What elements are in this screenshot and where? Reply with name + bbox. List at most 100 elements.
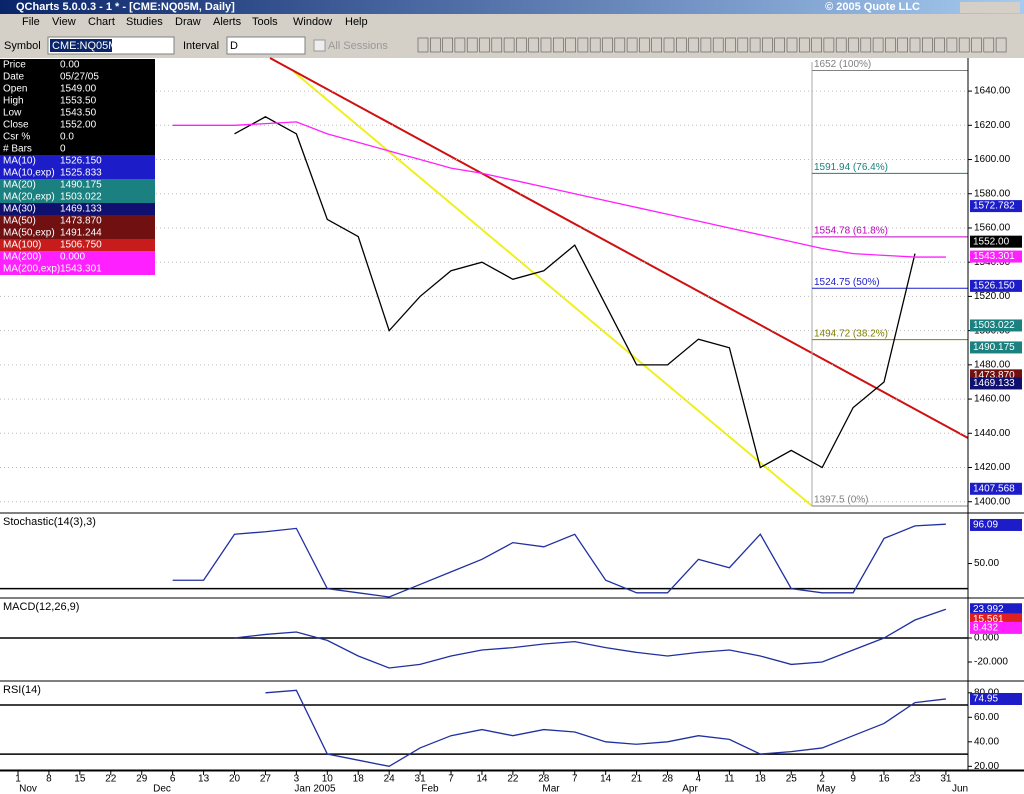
month-label: Nov: [19, 784, 37, 794]
tool-button[interactable]: [786, 37, 798, 53]
x-tick-label: 22: [105, 774, 117, 785]
tool-button[interactable]: [909, 37, 921, 53]
tool-button[interactable]: [983, 37, 995, 53]
month-label: Mar: [542, 784, 560, 794]
price-tag: [970, 250, 1022, 263]
y-tick-label: 1440.00: [974, 428, 1011, 439]
data-label: Low: [3, 108, 22, 119]
tool-button[interactable]: [442, 37, 453, 53]
tool-button[interactable]: [651, 37, 663, 53]
x-tick-label: 18: [755, 774, 767, 785]
month-label: Dec: [153, 784, 171, 794]
month-label: Jun: [952, 784, 968, 794]
fib-label: 1397.5 (0%): [814, 495, 868, 506]
price-tag-label: 96.09: [973, 520, 998, 531]
tool-button[interactable]: [479, 37, 490, 53]
tool-button[interactable]: [885, 37, 896, 53]
tool-button[interactable]: [466, 37, 478, 53]
tool-button[interactable]: [503, 37, 515, 53]
series-line: [234, 608, 947, 669]
tool-button[interactable]: [737, 37, 749, 53]
tool-button[interactable]: [934, 37, 945, 53]
price-tag-label: 1490.175: [973, 342, 1015, 353]
tool-button[interactable]: [835, 37, 847, 53]
tool-button[interactable]: [454, 37, 466, 53]
tool-button[interactable]: [589, 37, 601, 53]
tool-button[interactable]: [725, 37, 736, 53]
data-row: [0, 143, 155, 155]
tool-button[interactable]: [700, 37, 712, 53]
menu-item[interactable]: Draw: [175, 16, 201, 28]
data-label: Close: [3, 120, 29, 131]
data-row: [0, 203, 155, 215]
tool-button[interactable]: [823, 37, 835, 53]
menu-item[interactable]: Window: [293, 16, 332, 28]
price-tag-label: 1572.782: [973, 201, 1015, 212]
tool-button[interactable]: [946, 37, 958, 53]
tool-button[interactable]: [516, 37, 527, 53]
data-value: 1490.175: [60, 180, 102, 191]
tool-button[interactable]: [577, 37, 589, 53]
tool-button[interactable]: [602, 37, 613, 53]
data-value: 1543.301: [60, 264, 102, 275]
y-tick-label: -20.000: [974, 657, 1008, 668]
x-tick-label: 6: [170, 774, 176, 785]
tool-button[interactable]: [712, 37, 724, 53]
month-label: Apr: [682, 784, 698, 794]
tool-button[interactable]: [491, 37, 503, 53]
tool-button[interactable]: [995, 37, 1007, 53]
tool-button[interactable]: [552, 37, 564, 53]
x-tick-label: 16: [878, 774, 890, 785]
tool-button[interactable]: [417, 37, 429, 53]
data-label: Open: [3, 84, 27, 95]
tool-button[interactable]: [811, 37, 822, 53]
menu-item[interactable]: Chart: [88, 16, 115, 28]
tool-button[interactable]: [762, 37, 773, 53]
data-label: Date: [3, 72, 25, 83]
menu-item[interactable]: View: [52, 16, 76, 28]
menu-item[interactable]: Alerts: [213, 16, 242, 28]
tool-button[interactable]: [749, 37, 761, 53]
tool-button[interactable]: [675, 37, 687, 53]
y-tick-label: 20.00: [974, 761, 999, 772]
data-row: [0, 215, 155, 227]
data-row: [0, 191, 155, 203]
month-label: May: [817, 784, 836, 794]
tool-button[interactable]: [614, 37, 626, 53]
tool-button[interactable]: [626, 37, 638, 53]
tool-button[interactable]: [663, 37, 675, 53]
copyright: © 2005 Quote LLC: [825, 1, 920, 13]
tool-button[interactable]: [958, 37, 970, 53]
tool-button[interactable]: [860, 37, 872, 53]
tool-button[interactable]: [971, 37, 982, 53]
tool-button[interactable]: [897, 37, 909, 53]
tool-button[interactable]: [565, 37, 576, 53]
menu-item[interactable]: File: [22, 16, 40, 28]
sessions-checkbox[interactable]: [313, 39, 326, 52]
tool-button[interactable]: [639, 37, 650, 53]
tool-button[interactable]: [872, 37, 884, 53]
tool-button[interactable]: [798, 37, 810, 53]
price-tag: [970, 482, 1022, 495]
data-row: [0, 71, 155, 83]
window-buttons[interactable]: [960, 2, 1020, 13]
tool-button[interactable]: [774, 37, 786, 53]
data-row: [0, 107, 155, 119]
data-value: 0: [60, 144, 66, 155]
price-tag: [970, 377, 1022, 390]
tool-button[interactable]: [528, 37, 540, 53]
data-label: MA(200): [3, 252, 41, 263]
tool-button[interactable]: [540, 37, 552, 53]
tool-button[interactable]: [429, 37, 441, 53]
price-tag-label: 1543.301: [973, 251, 1015, 262]
menu-item[interactable]: Help: [345, 16, 368, 28]
data-value: 1543.50: [60, 108, 97, 119]
tool-button[interactable]: [848, 37, 859, 53]
tool-button[interactable]: [688, 37, 699, 53]
menu-item[interactable]: Tools: [252, 16, 278, 28]
x-tick-label: 22: [507, 774, 519, 785]
tool-button[interactable]: [921, 37, 933, 53]
menu-item[interactable]: Studies: [126, 16, 163, 28]
interval-input[interactable]: [226, 36, 306, 55]
